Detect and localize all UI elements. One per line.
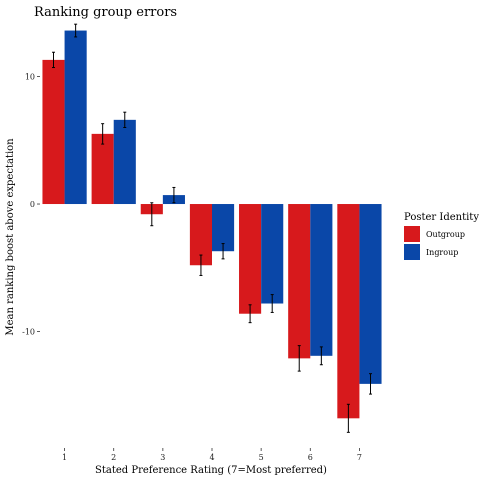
y-axis-title: Mean ranking boost above expectation — [5, 138, 16, 336]
legend-label-ingroup: Ingroup — [426, 248, 458, 257]
bars — [42, 30, 382, 419]
x-tick-label: 6 — [308, 453, 313, 462]
legend-key-outgroup — [404, 226, 420, 242]
chart-title: Ranking group errors — [34, 5, 177, 20]
legend-title: Poster Identity — [404, 212, 479, 223]
x-tick-label: 2 — [111, 453, 116, 462]
y-tick-label: -10 — [22, 328, 35, 337]
x-axis: 1 2 3 4 5 6 7 — [62, 448, 362, 462]
bar-ingroup-7 — [359, 204, 382, 384]
x-tick-label: 1 — [62, 453, 67, 462]
bar-ingroup-4 — [212, 204, 235, 252]
y-axis: 10 0 -10 — [22, 72, 40, 337]
y-tick-label: 0 — [30, 200, 35, 209]
legend-label-outgroup: Outgroup — [426, 230, 465, 239]
y-tick-label: 10 — [25, 72, 35, 81]
bar-ingroup-1 — [64, 30, 87, 205]
error-bars — [52, 23, 372, 433]
bar-outgroup-5 — [239, 204, 262, 314]
bar-outgroup-6 — [288, 204, 311, 359]
bar-ingroup-2 — [113, 119, 136, 205]
x-tick-label: 7 — [357, 453, 362, 462]
bar-outgroup-7 — [337, 204, 360, 419]
x-tick-label: 4 — [209, 453, 214, 462]
x-tick-label: 5 — [259, 453, 264, 462]
x-axis-title: Stated Preference Rating (7=Most preferr… — [95, 465, 327, 476]
bar-outgroup-2 — [91, 133, 114, 205]
bar-outgroup-1 — [42, 59, 65, 205]
x-tick-label: 3 — [160, 453, 165, 462]
bar-outgroup-4 — [189, 204, 212, 266]
bar-ingroup-6 — [310, 204, 333, 356]
legend-key-ingroup — [404, 244, 420, 260]
legend: Poster Identity Outgroup Ingroup — [404, 212, 479, 260]
bar-ingroup-5 — [261, 204, 284, 304]
